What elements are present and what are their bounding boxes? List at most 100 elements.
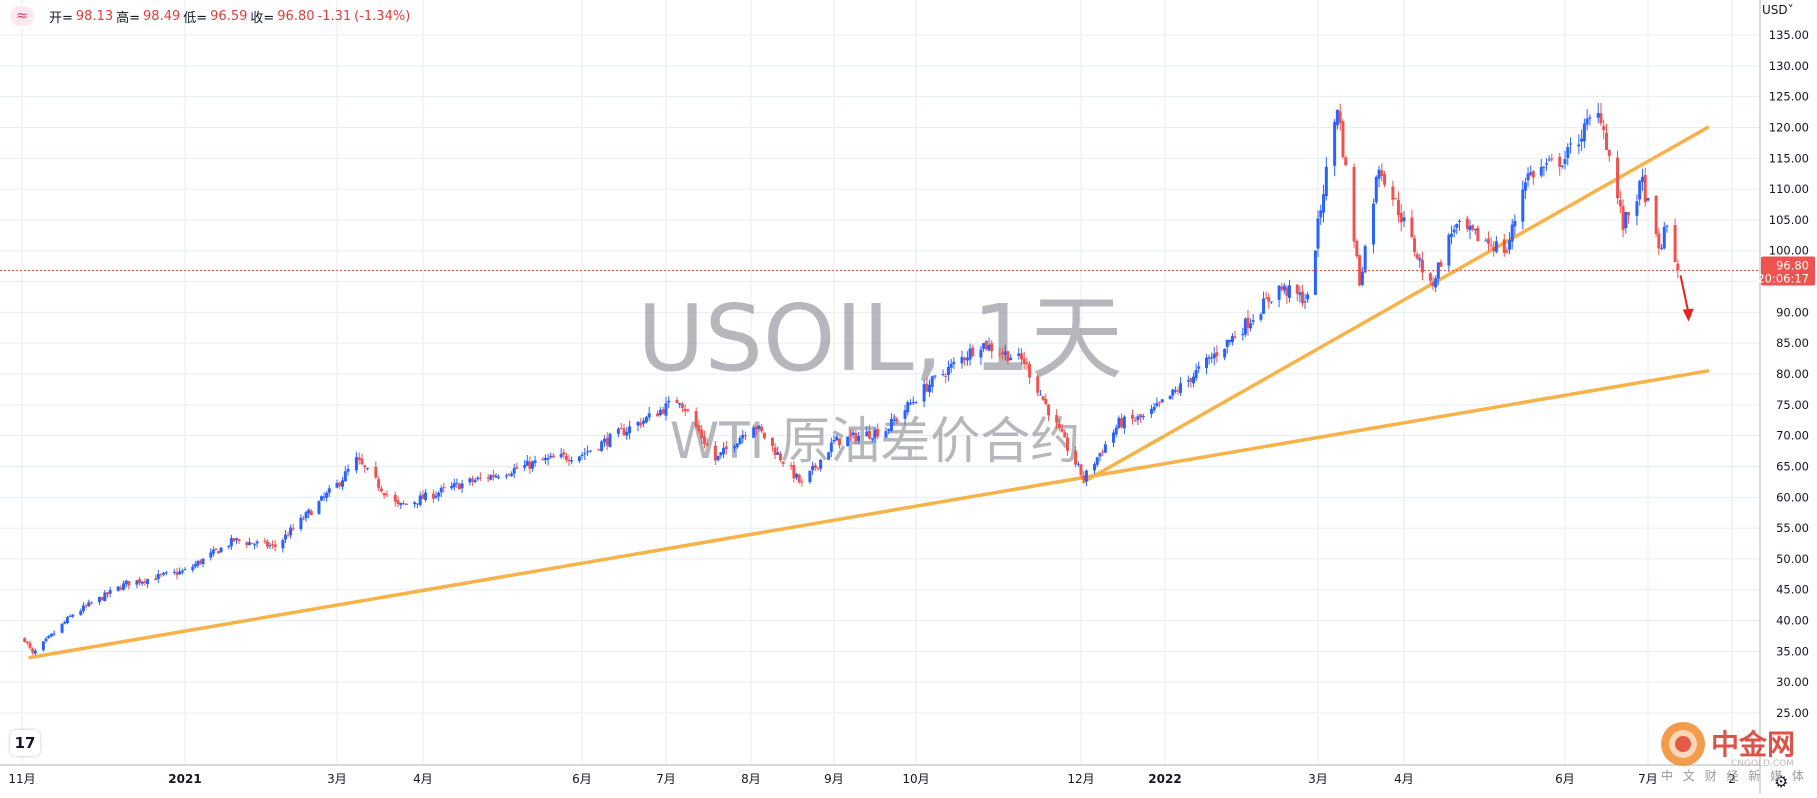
candle-body bbox=[1635, 201, 1639, 216]
candle-body bbox=[533, 460, 537, 463]
candle-body bbox=[23, 638, 27, 642]
currency-selector[interactable]: USD˅ bbox=[1762, 3, 1794, 17]
gear-icon[interactable]: ⚙ bbox=[1774, 772, 1789, 791]
candle-body bbox=[903, 410, 907, 419]
y-tick-label: 40.00 bbox=[1776, 614, 1809, 628]
last-price-value: 96.80 bbox=[1776, 258, 1809, 272]
candle-body bbox=[183, 569, 187, 571]
candle-body bbox=[146, 579, 150, 585]
candle-body bbox=[832, 439, 836, 442]
candle-body bbox=[1410, 217, 1414, 238]
candle-body bbox=[1582, 123, 1586, 142]
candle-body bbox=[162, 572, 166, 575]
candle-body bbox=[1112, 432, 1116, 443]
candle-body bbox=[628, 426, 632, 434]
candle-body bbox=[792, 465, 796, 479]
candle-body bbox=[523, 465, 527, 468]
trendline-2[interactable] bbox=[1081, 125, 1710, 484]
y-tick-label: 55.00 bbox=[1776, 521, 1809, 535]
candle-body bbox=[138, 579, 142, 584]
candle-body bbox=[829, 442, 833, 453]
candle-body bbox=[1569, 143, 1573, 145]
candle-body bbox=[1313, 250, 1317, 295]
candle-body bbox=[846, 436, 850, 447]
candle-body bbox=[178, 571, 182, 575]
candle-body bbox=[922, 384, 926, 402]
candle-body bbox=[1621, 206, 1625, 231]
candle-body bbox=[437, 492, 441, 497]
candle-body bbox=[1510, 224, 1514, 242]
candle-body bbox=[1529, 172, 1533, 175]
candle-body bbox=[393, 494, 397, 502]
candle-body bbox=[577, 456, 581, 461]
x-tick-label: 12月 bbox=[1067, 772, 1094, 786]
candle-body bbox=[1618, 200, 1622, 207]
candle-body bbox=[811, 465, 815, 471]
last-price-tag bbox=[1761, 256, 1815, 286]
cngold-logo: 中金网 CNGOLD.COM 中 文 财 经 新 媒 体 bbox=[1661, 722, 1804, 783]
candle-body bbox=[865, 431, 869, 437]
candle-body bbox=[909, 403, 913, 405]
candle-body bbox=[1428, 273, 1432, 281]
candle-body bbox=[1394, 198, 1398, 200]
candle-body bbox=[404, 503, 408, 505]
candle-body bbox=[507, 474, 511, 476]
annotation-arrow[interactable] bbox=[1679, 275, 1690, 314]
candle-body bbox=[1322, 194, 1326, 213]
candle-body bbox=[1264, 297, 1268, 299]
candle-body bbox=[724, 446, 728, 450]
tradingview-logo-icon[interactable]: 17 bbox=[10, 730, 40, 756]
candle-body bbox=[209, 552, 213, 558]
candle-body bbox=[1230, 336, 1234, 343]
candle-body bbox=[460, 483, 464, 489]
candle-body bbox=[1646, 198, 1650, 201]
candle-body bbox=[335, 482, 339, 488]
candle-body bbox=[286, 535, 290, 537]
candle-body bbox=[1352, 166, 1356, 242]
candle-body bbox=[754, 426, 758, 430]
candle-body bbox=[952, 361, 956, 364]
candle-body bbox=[1025, 362, 1029, 365]
candle-body bbox=[944, 375, 948, 377]
candle-body bbox=[476, 477, 480, 480]
candle-body bbox=[1319, 210, 1323, 218]
candle-body bbox=[108, 590, 112, 594]
candle-body bbox=[1550, 158, 1554, 160]
candle-body bbox=[1531, 171, 1535, 178]
annotation-arrowhead bbox=[1682, 308, 1694, 322]
candle-body bbox=[265, 541, 269, 547]
candle-body bbox=[31, 648, 35, 653]
candle-body bbox=[227, 546, 231, 548]
candle-body bbox=[1420, 259, 1424, 273]
candle-body bbox=[1152, 406, 1156, 411]
candle-body bbox=[415, 503, 419, 505]
candle-body bbox=[1047, 404, 1051, 416]
x-tick-label: 2022 bbox=[1148, 772, 1181, 786]
open-value: 98.13 bbox=[75, 8, 114, 24]
candle-body bbox=[776, 452, 780, 455]
candle-body bbox=[211, 549, 215, 554]
candle-body bbox=[1149, 408, 1153, 414]
candle-body bbox=[1638, 180, 1642, 200]
candle-body bbox=[1418, 258, 1422, 261]
candle-body bbox=[1545, 163, 1549, 165]
trendline-1[interactable] bbox=[28, 369, 1710, 660]
candle-body bbox=[562, 452, 566, 455]
candle-body bbox=[1476, 227, 1480, 242]
candle-body bbox=[946, 367, 950, 375]
candle-body bbox=[694, 411, 698, 427]
candle-body bbox=[541, 458, 545, 461]
symbol-icon[interactable]: ≈ bbox=[10, 6, 34, 26]
candle-body bbox=[1505, 250, 1509, 253]
candle-body bbox=[965, 357, 969, 361]
candle-body bbox=[733, 446, 737, 449]
candle-body bbox=[1173, 390, 1177, 392]
candle-body bbox=[1316, 218, 1320, 249]
candle-body bbox=[1599, 113, 1603, 124]
candle-body bbox=[564, 455, 568, 460]
candle-body bbox=[468, 478, 472, 483]
candle-body bbox=[1228, 339, 1232, 342]
candle-body bbox=[987, 344, 991, 351]
